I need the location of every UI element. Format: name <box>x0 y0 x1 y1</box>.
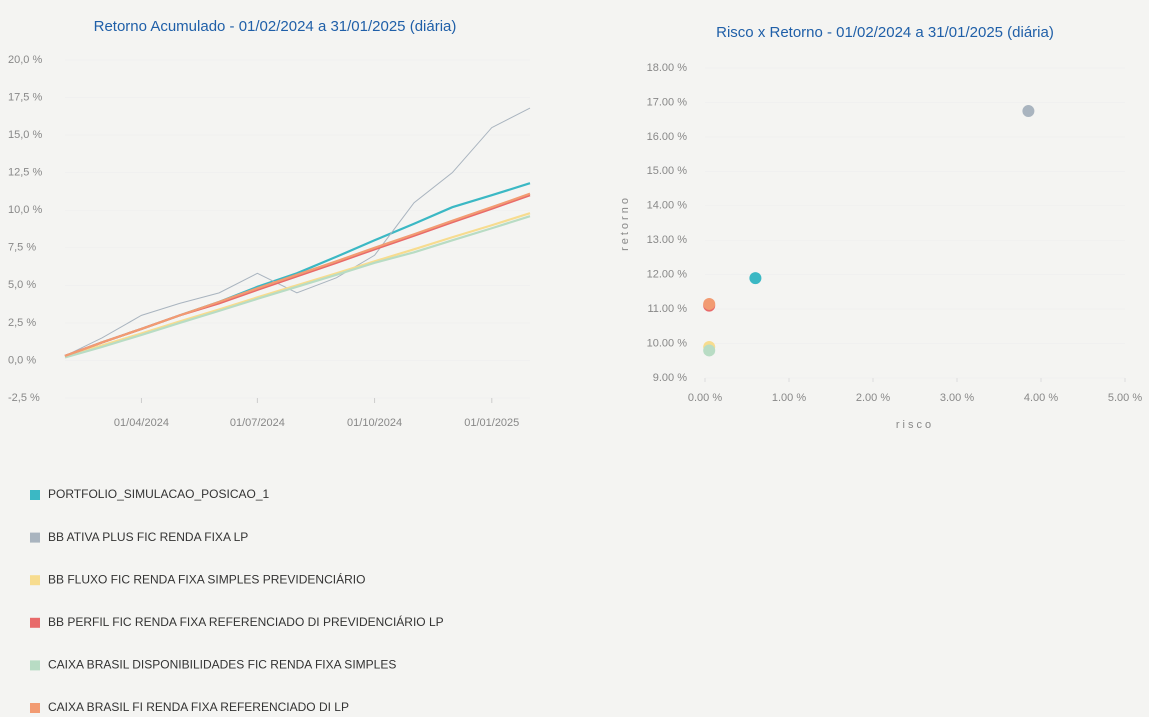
x-tick-label: 01/10/2024 <box>347 417 402 429</box>
legend-label: BB ATIVA PLUS FIC RENDA FIXA LP <box>48 530 248 544</box>
y-tick-label: 15,0 % <box>8 129 42 141</box>
y-tick-label: 13.00 % <box>647 234 688 246</box>
x-tick-label: 2.00 % <box>856 392 890 404</box>
y-tick-label: 11.00 % <box>647 303 687 315</box>
legend-label: PORTFOLIO_SIMULACAO_POSICAO_1 <box>48 487 270 501</box>
y-tick-label: 20,0 % <box>8 54 42 66</box>
legend-label: CAIXA BRASIL DISPONIBILIDADES FIC RENDA … <box>48 658 396 672</box>
legend-swatch <box>30 532 40 543</box>
y-tick-label: 2,5 % <box>8 317 36 329</box>
chart-title: Retorno Acumulado - 01/02/2024 a 31/01/2… <box>94 18 457 35</box>
legend-label: BB PERFIL FIC RENDA FIXA REFERENCIADO DI… <box>48 614 444 629</box>
x-tick-label: 01/01/2025 <box>464 417 519 429</box>
y-tick-label: 12.00 % <box>647 269 688 281</box>
y-tick-label: 12,5 % <box>8 167 42 179</box>
legend-swatch <box>30 660 40 671</box>
legend-swatch <box>30 703 40 713</box>
x-tick-label: 0.00 % <box>688 392 722 404</box>
scatter-point <box>749 272 762 285</box>
x-axis-label: risco <box>896 419 934 431</box>
legend-label: CAIXA BRASIL FI RENDA FIXA REFERENCIADO … <box>48 700 349 714</box>
y-tick-label: 16.00 % <box>647 131 688 143</box>
x-tick-label: 1.00 % <box>772 392 806 404</box>
legend-swatch <box>30 490 40 500</box>
series-line <box>64 107 531 357</box>
y-axis-label: retorno <box>619 195 631 251</box>
y-tick-label: 10,0 % <box>8 204 42 216</box>
series-line <box>64 215 531 359</box>
series-line <box>64 192 531 357</box>
scatter-point <box>1022 105 1035 118</box>
chart-title: Risco x Retorno - 01/02/2024 a 31/01/202… <box>716 24 1054 41</box>
series-line <box>64 182 531 357</box>
legend-swatch <box>30 575 40 586</box>
scatter-point <box>703 297 716 310</box>
x-tick-label: 3.00 % <box>940 392 974 404</box>
legend-label: BB FLUXO FIC RENDA FIXA SIMPLES PREVIDEN… <box>48 571 365 586</box>
x-tick-label: 4.00 % <box>1024 392 1058 404</box>
y-tick-label: 7,5 % <box>8 242 36 254</box>
x-tick-label: 01/04/2024 <box>114 417 169 429</box>
y-tick-label: -2,5 % <box>8 392 40 404</box>
y-tick-label: 14.00 % <box>647 200 688 212</box>
y-tick-label: 10.00 % <box>647 337 688 349</box>
y-tick-label: 17.00 % <box>647 96 688 108</box>
y-tick-label: 9.00 % <box>653 372 687 384</box>
y-tick-label: 5,0 % <box>8 279 36 291</box>
x-tick-label: 5.00 % <box>1108 392 1142 404</box>
series-line <box>64 212 531 357</box>
y-tick-label: 0,0 % <box>8 354 36 366</box>
scatter-point <box>703 344 716 357</box>
y-tick-label: 17,5 % <box>8 91 42 103</box>
y-tick-label: 15.00 % <box>647 165 688 177</box>
legend-swatch <box>30 617 40 628</box>
y-tick-label: 18.00 % <box>647 62 688 74</box>
x-tick-label: 01/07/2024 <box>230 417 285 429</box>
